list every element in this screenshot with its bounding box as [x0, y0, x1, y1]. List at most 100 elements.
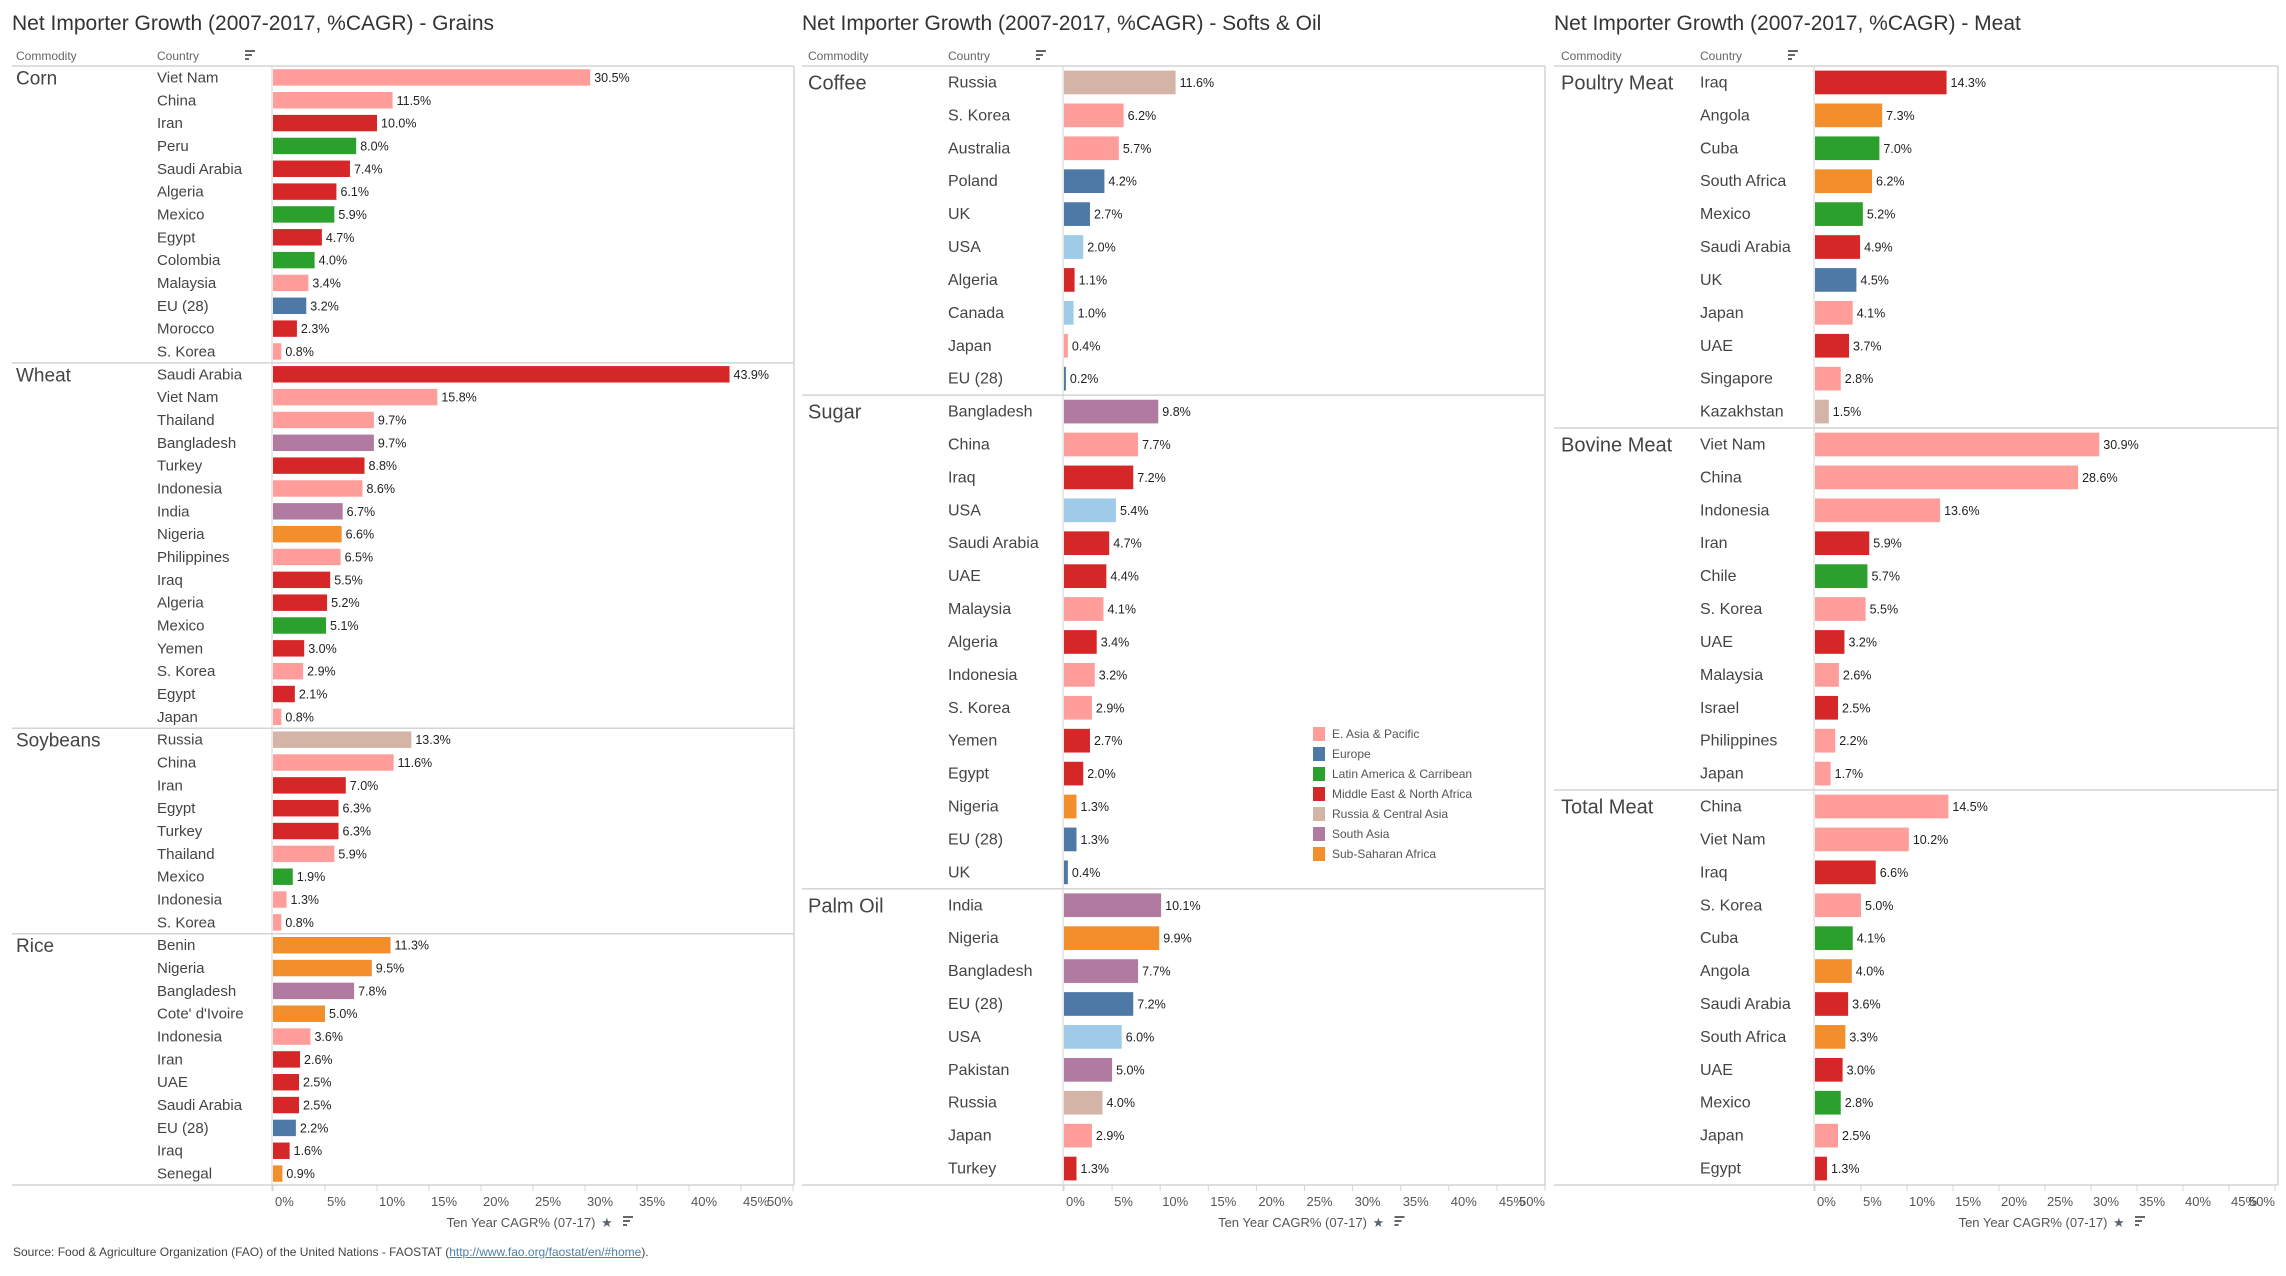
bar[interactable]	[1064, 564, 1107, 588]
bar-row[interactable]: Iraq 5.5%	[157, 571, 363, 589]
bar[interactable]	[1064, 992, 1134, 1016]
bar[interactable]	[1815, 630, 1845, 654]
bar-row[interactable]: Thailand 9.7%	[157, 411, 406, 429]
bar-row[interactable]: Iraq 6.6%	[1700, 860, 1908, 885]
bar-row[interactable]: S. Korea 6.2%	[948, 103, 1156, 128]
bar[interactable]	[1064, 399, 1159, 424]
bar-row[interactable]: Algeria 1.1%	[948, 268, 1107, 292]
bar-row[interactable]: Senegal 0.9%	[157, 1165, 315, 1183]
bar-row[interactable]: UK 2.7%	[948, 202, 1122, 226]
bar-row[interactable]: Iraq 1.6%	[157, 1142, 322, 1160]
bar[interactable]	[1815, 1123, 1838, 1148]
bar[interactable]	[273, 251, 315, 269]
bar-row[interactable]: USA 5.4%	[948, 498, 1148, 523]
bar[interactable]	[1815, 136, 1880, 161]
bar-row[interactable]: Yemen 3.0%	[157, 640, 337, 657]
legend-item[interactable]: Latin America & Carribean	[1313, 764, 1472, 784]
pin-icon[interactable]: ★	[2113, 1216, 2125, 1231]
bar[interactable]	[273, 914, 282, 931]
bar-row[interactable]: Japan 2.5%	[1700, 1123, 1871, 1148]
legend-item[interactable]: Russia & Central Asia	[1313, 804, 1472, 824]
bar[interactable]	[273, 594, 328, 611]
bar-row[interactable]: Israel 2.5%	[1700, 695, 1871, 720]
bar[interactable]	[1815, 531, 1870, 556]
bar[interactable]	[1815, 959, 1852, 983]
bar-row[interactable]: Cuba 7.0%	[1700, 136, 1912, 161]
bar[interactable]	[1815, 103, 1883, 128]
bar[interactable]	[273, 480, 363, 497]
bar-row[interactable]: Viet Nam 10.2%	[1700, 827, 1948, 852]
bar[interactable]	[273, 891, 287, 908]
bar[interactable]	[273, 1096, 299, 1114]
bar[interactable]	[1064, 1123, 1092, 1148]
bar-row[interactable]: Egypt 6.3%	[157, 799, 371, 817]
legend-item[interactable]: Europe	[1313, 744, 1472, 764]
bar[interactable]	[273, 822, 339, 840]
bar-row[interactable]: S. Korea 2.9%	[157, 662, 336, 680]
bar-row[interactable]: EU (28) 1.3%	[948, 827, 1109, 852]
bar[interactable]	[273, 936, 391, 954]
country-header[interactable]: Country	[948, 49, 991, 63]
bar-row[interactable]: Benin 11.3%	[157, 936, 429, 954]
bar[interactable]	[1815, 695, 1838, 720]
bar[interactable]	[273, 982, 355, 1000]
bar-row[interactable]: Bangladesh 7.7%	[948, 959, 1171, 983]
bar[interactable]	[273, 503, 343, 520]
bar[interactable]	[1064, 1090, 1103, 1115]
bar[interactable]	[1064, 432, 1139, 457]
bar[interactable]	[273, 274, 309, 292]
bar[interactable]	[273, 754, 394, 771]
bar[interactable]	[1064, 761, 1084, 786]
bar-row[interactable]: Chile 5.7%	[1700, 564, 1900, 588]
bar[interactable]	[273, 708, 282, 726]
bar-row[interactable]: Canada 1.0%	[948, 300, 1106, 325]
bar[interactable]	[273, 1074, 299, 1091]
bar-row[interactable]: Philippines 2.2%	[1700, 728, 1868, 753]
bar-row[interactable]: Russia 13.3%	[157, 731, 451, 749]
bar[interactable]	[1064, 926, 1160, 951]
bar[interactable]	[273, 297, 307, 315]
bar[interactable]	[1815, 300, 1853, 325]
bar[interactable]	[1815, 663, 1839, 687]
bar-row[interactable]: Saudi Arabia 4.7%	[948, 531, 1142, 556]
bar-row[interactable]: Iran 10.0%	[157, 114, 416, 132]
bar[interactable]	[1815, 761, 1831, 786]
bar-row[interactable]: USA 2.0%	[948, 235, 1116, 259]
bar-row[interactable]: S. Korea 5.5%	[1700, 597, 1898, 621]
bar[interactable]	[273, 69, 591, 86]
bar-row[interactable]: Egypt 4.7%	[157, 229, 354, 246]
bar-row[interactable]: Saudi Arabia 2.5%	[157, 1096, 332, 1114]
bar-row[interactable]: Egypt 1.3%	[1700, 1156, 1859, 1181]
bar[interactable]	[1064, 794, 1077, 819]
bar[interactable]	[1064, 136, 1119, 161]
bar-row[interactable]: S. Korea 5.0%	[1700, 893, 1894, 918]
bar-row[interactable]: USA 6.0%	[948, 1025, 1154, 1049]
country-header[interactable]: Country	[1700, 49, 1743, 63]
bar[interactable]	[1815, 597, 1866, 621]
bar-row[interactable]: Egypt 2.1%	[157, 685, 327, 703]
bar-row[interactable]: South Africa 3.3%	[1700, 1025, 1878, 1049]
bar[interactable]	[1815, 432, 2100, 457]
sort-axis-icon[interactable]	[2135, 1216, 2145, 1226]
bar[interactable]	[1815, 1156, 1827, 1181]
bar-row[interactable]: Indonesia 8.6%	[157, 480, 395, 497]
sort-icon[interactable]	[1036, 50, 1046, 62]
bar[interactable]	[273, 571, 331, 589]
bar-row[interactable]: UAE 4.4%	[948, 564, 1139, 588]
bar[interactable]	[273, 388, 438, 406]
bar-row[interactable]: Indonesia 3.2%	[948, 663, 1127, 687]
bar[interactable]	[273, 229, 322, 246]
sort-axis-icon[interactable]	[1394, 1216, 1405, 1226]
bar[interactable]	[1064, 1156, 1077, 1181]
bar-row[interactable]: Mexico 5.1%	[157, 617, 359, 635]
bar[interactable]	[273, 777, 346, 794]
bar[interactable]	[1064, 333, 1068, 358]
bar-row[interactable]: Saudi Arabia 7.4%	[157, 160, 382, 178]
bar-row[interactable]: China 11.6%	[157, 754, 432, 772]
bar-row[interactable]: Saudi Arabia 4.9%	[1700, 235, 1893, 259]
bar-row[interactable]: Bangladesh 9.7%	[157, 434, 406, 452]
bar[interactable]	[273, 366, 730, 383]
pin-icon[interactable]: ★	[1373, 1216, 1385, 1231]
bar-row[interactable]: Philippines 6.5%	[157, 548, 373, 566]
bar[interactable]	[273, 343, 282, 360]
